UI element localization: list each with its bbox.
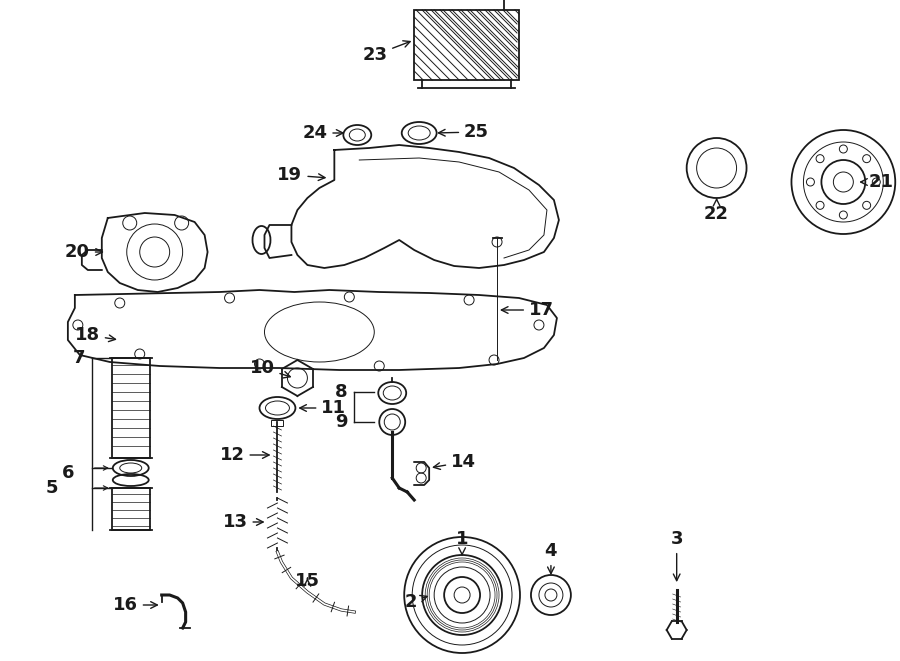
Text: 1: 1 bbox=[455, 530, 468, 555]
Text: 2: 2 bbox=[405, 593, 428, 611]
Text: 3: 3 bbox=[670, 530, 683, 580]
Text: 10: 10 bbox=[249, 359, 291, 378]
Text: 4: 4 bbox=[544, 542, 557, 574]
Bar bbox=[112, 488, 149, 530]
Bar bbox=[112, 358, 149, 458]
Text: 16: 16 bbox=[112, 596, 158, 614]
Text: 6: 6 bbox=[62, 464, 75, 482]
Bar bbox=[414, 10, 519, 80]
Text: 22: 22 bbox=[704, 199, 729, 223]
Text: 24: 24 bbox=[302, 124, 343, 142]
Text: 11: 11 bbox=[300, 399, 346, 417]
Text: 5: 5 bbox=[45, 479, 58, 497]
Text: 17: 17 bbox=[501, 301, 554, 319]
Text: 19: 19 bbox=[277, 166, 325, 184]
Text: 25: 25 bbox=[438, 123, 489, 141]
Bar bbox=[272, 420, 284, 426]
Text: 12: 12 bbox=[220, 446, 269, 464]
Text: 8: 8 bbox=[335, 383, 347, 401]
Text: 18: 18 bbox=[75, 326, 115, 344]
Text: 15: 15 bbox=[295, 572, 319, 590]
Text: 7: 7 bbox=[72, 349, 85, 367]
Text: 14: 14 bbox=[434, 453, 476, 471]
Text: 23: 23 bbox=[362, 41, 410, 64]
Text: 9: 9 bbox=[335, 413, 347, 431]
Text: 13: 13 bbox=[222, 513, 263, 531]
Text: 20: 20 bbox=[65, 243, 103, 261]
Text: 21: 21 bbox=[860, 173, 894, 191]
